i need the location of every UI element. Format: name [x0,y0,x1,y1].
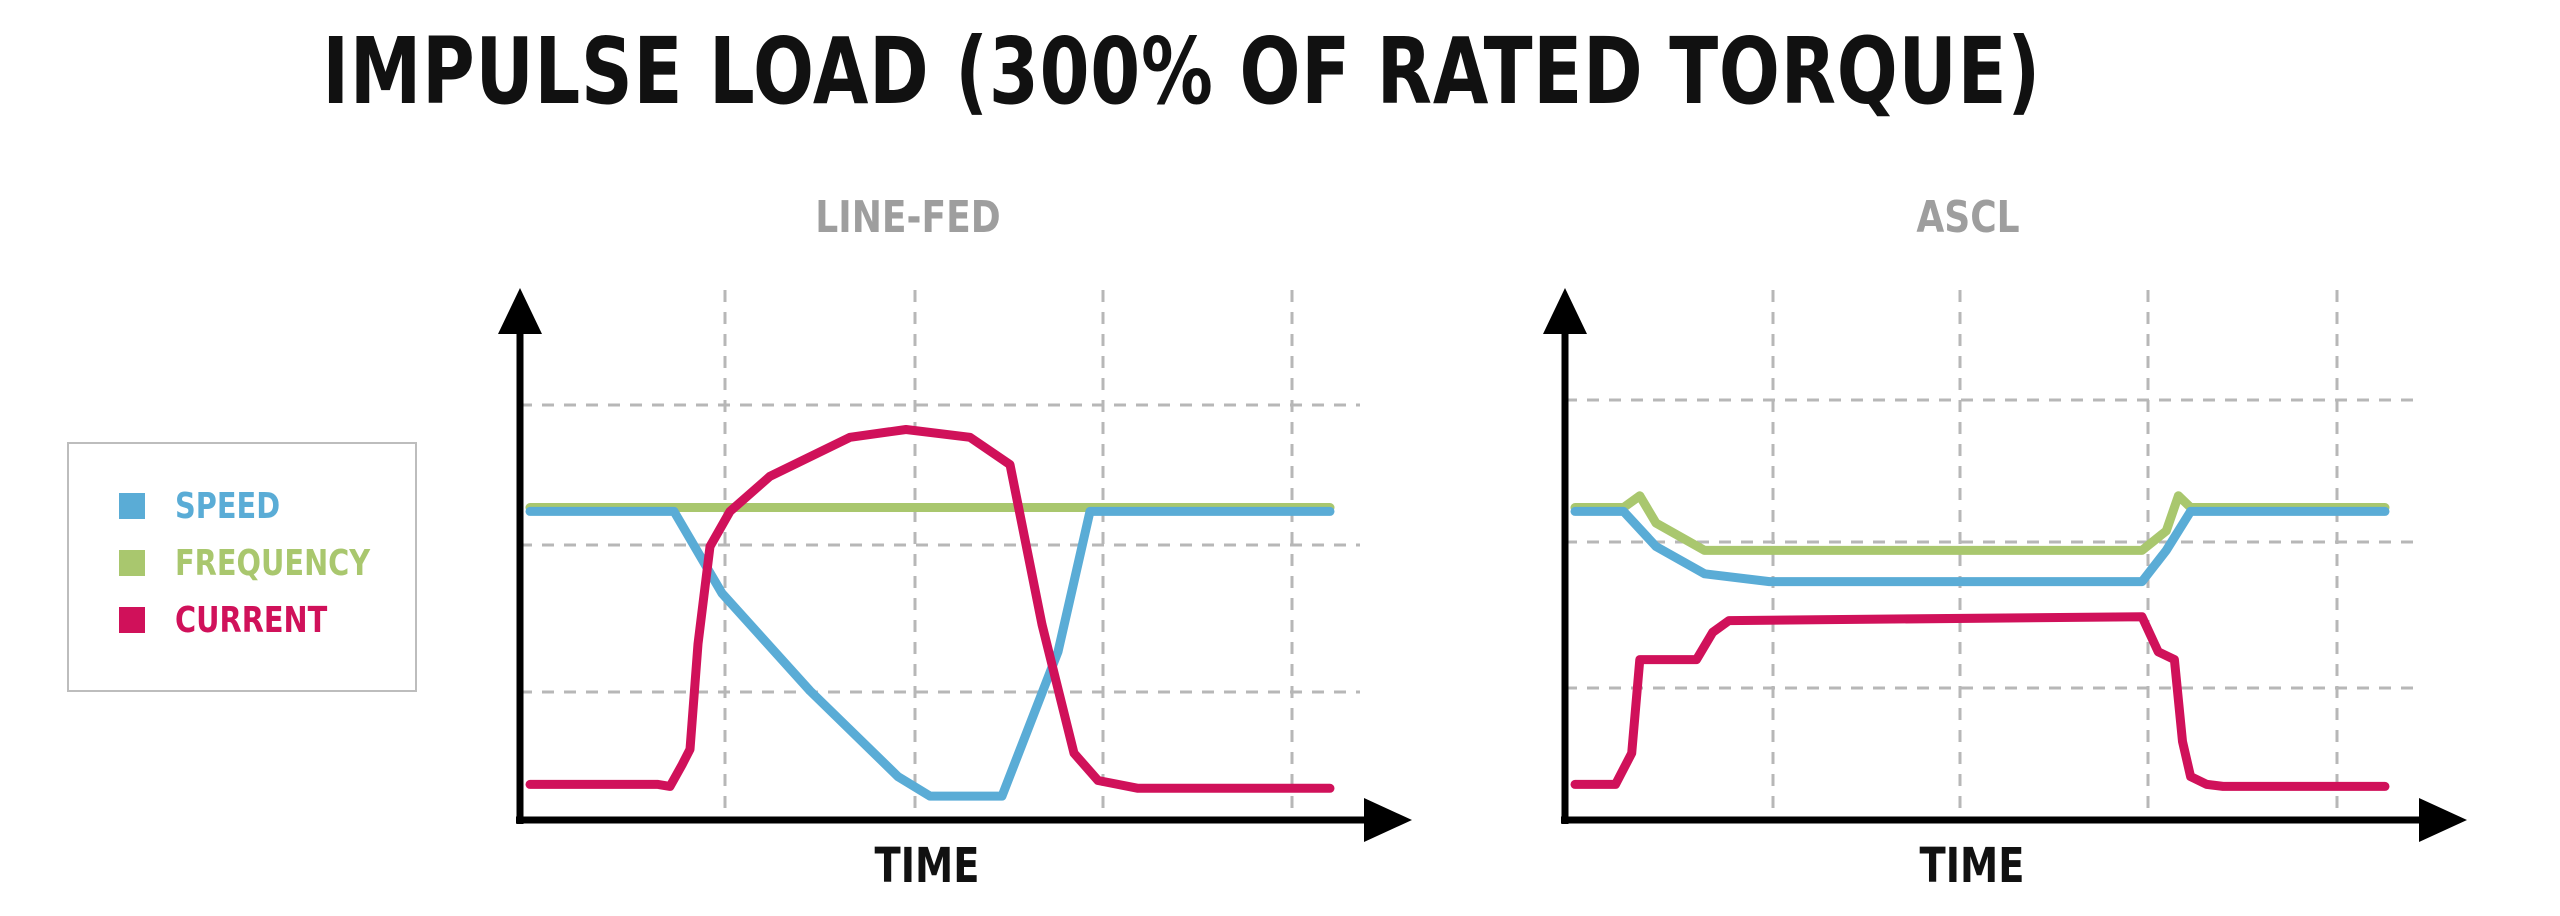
series-line-speed [525,506,1335,801]
legend-swatch-speed [119,493,145,519]
legend-swatch-current [119,607,145,633]
chart-title: ASCL [1916,193,2019,243]
x-axis-arrow [2419,798,2467,842]
y-axis-arrow [498,288,542,334]
legend: SPEED FREQUENCY CURRENT [67,442,417,692]
legend-label-frequency: FREQUENCY [175,542,371,584]
series-line-frequency [1570,491,2390,555]
chart-panel-1: LINE-FED TIME [498,193,1412,894]
legend-item-current: CURRENT [119,599,365,641]
x-axis-label: TIME [875,839,980,894]
y-axis-arrow [1543,288,1587,334]
legend-item-frequency: FREQUENCY [119,542,419,584]
series-line-current [1570,612,2390,791]
x-axis-label: TIME [1920,839,2025,894]
chart-title: LINE-FED [815,193,1000,243]
legend-swatch-frequency [119,550,145,576]
series-line-speed [1570,506,2390,587]
series-line-current [525,425,1335,793]
legend-label-speed: SPEED [175,485,281,527]
legend-label-current: CURRENT [175,599,328,641]
page-title: IMPULSE LOAD (300% OF RATED TORQUE) [322,18,2041,125]
legend-item-speed: SPEED [119,485,306,527]
chart-panel-2: ASCL TIME [1543,193,2467,894]
x-axis-arrow [1364,798,1412,842]
